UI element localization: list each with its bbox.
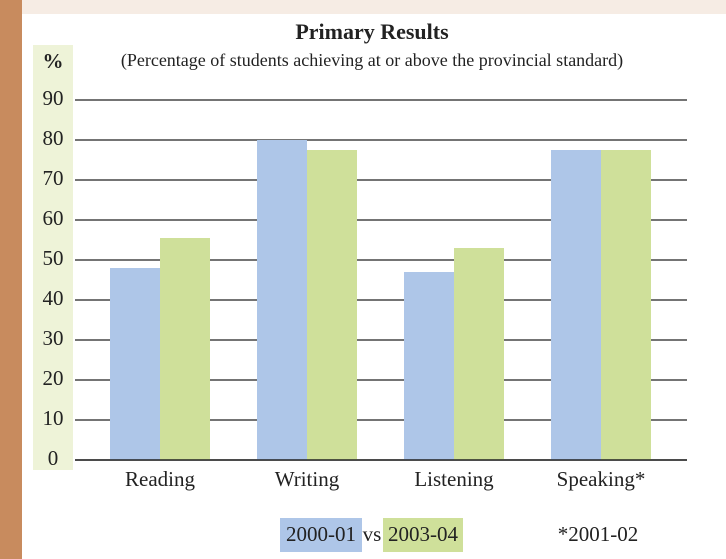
x-tick-label: Speaking*	[557, 467, 646, 491]
bar	[160, 238, 210, 460]
bar	[551, 150, 601, 460]
footnote: *2001-02	[558, 522, 639, 546]
bar	[307, 150, 357, 460]
bar	[257, 140, 307, 460]
legend-label: 2003-04	[388, 522, 458, 546]
top-strip	[22, 0, 726, 14]
y-tick-label: 10	[43, 406, 64, 430]
bar	[110, 268, 160, 460]
y-tick-label: 30	[43, 326, 64, 350]
x-tick-label: Listening	[414, 467, 494, 491]
chart-title: Primary Results	[295, 19, 449, 44]
axis-band	[33, 45, 73, 470]
y-tick-label: 50	[43, 246, 64, 270]
legend-separator: vs	[363, 522, 382, 546]
bar	[454, 248, 504, 460]
y-tick-label: 20	[43, 366, 64, 390]
y-tick-label: 70	[43, 166, 64, 190]
x-tick-label: Reading	[125, 467, 195, 491]
bar	[601, 150, 651, 460]
y-tick-label: 60	[43, 206, 64, 230]
y-tick-label: 90	[43, 86, 64, 110]
x-tick-label: Writing	[275, 467, 340, 491]
chart-subtitle: (Percentage of students achieving at or …	[121, 50, 623, 71]
bar	[404, 272, 454, 460]
legend-swatch	[280, 518, 362, 552]
legend-label: 2000-01	[286, 522, 356, 546]
y-tick-label: 80	[43, 126, 64, 150]
side-strip	[0, 0, 22, 559]
y-tick-label: 40	[43, 286, 64, 310]
legend-swatch	[383, 518, 463, 552]
y-tick-label: 0	[48, 446, 59, 470]
y-axis-label: %	[43, 49, 64, 73]
